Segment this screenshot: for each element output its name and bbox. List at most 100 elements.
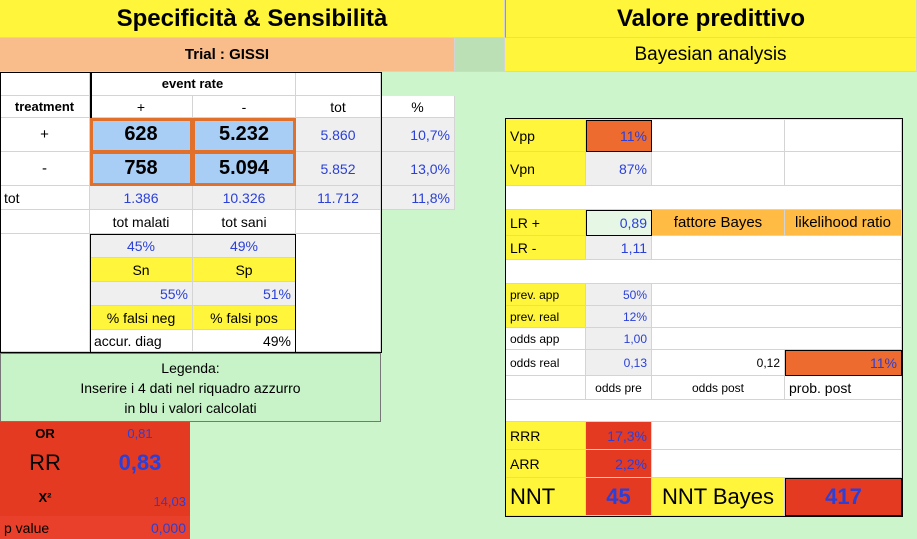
- odds-app-label: odds app: [506, 328, 586, 350]
- input-b[interactable]: 5.232: [193, 118, 296, 152]
- sp-label: Sp: [193, 258, 296, 282]
- right-title: Valore predittivo: [505, 0, 917, 38]
- arr-label: ARR: [506, 450, 586, 478]
- empty-cell: [0, 234, 90, 352]
- prev-app-label: prev. app: [506, 284, 586, 306]
- accur-value: 49%: [193, 330, 296, 352]
- prob-post-label: prob. post: [785, 376, 902, 400]
- empty-cell: [652, 450, 902, 478]
- nnt-bayes-label: NNT Bayes: [652, 478, 785, 516]
- treatment-header: treatment: [0, 96, 90, 118]
- empty-cell: [0, 72, 90, 96]
- empty-cell: [652, 328, 902, 350]
- legend-line1: Inserire i 4 dati nel riquadro azzurro: [80, 379, 301, 396]
- falsi-pos-value: 51%: [193, 282, 296, 306]
- minus-header: -: [193, 96, 296, 118]
- input-d[interactable]: 5.094: [193, 152, 296, 186]
- input-c[interactable]: 758: [90, 152, 193, 186]
- lr-minus-label: LR -: [506, 236, 586, 260]
- p-value-label: p value: [0, 516, 90, 539]
- percent-header: %: [381, 96, 455, 118]
- rrr-label: RRR: [506, 422, 586, 450]
- row-tot-b: 10.326: [193, 186, 296, 210]
- row-tot-pct: 11,8%: [381, 186, 455, 210]
- odds-real-label: odds real: [506, 350, 586, 376]
- empty-cell: [652, 152, 785, 186]
- empty-cell: [296, 234, 381, 352]
- prev-app-value: 50%: [586, 284, 652, 306]
- row-tot-label: tot: [0, 186, 90, 210]
- legend-box: Legenda: Inserire i 4 dati nel riquadro …: [0, 353, 381, 422]
- empty-row: [506, 260, 902, 284]
- vpp-value: 11%: [586, 120, 652, 152]
- sp-value: 49%: [193, 234, 296, 258]
- legend-title: Legenda:: [161, 359, 220, 376]
- rrr-value: 17,3%: [586, 422, 652, 450]
- empty-cell: [296, 210, 381, 234]
- empty-cell: [652, 284, 902, 306]
- p-value: 0,000: [90, 516, 190, 539]
- empty-cell: [506, 376, 586, 400]
- or-value: 0,81: [127, 425, 153, 441]
- odds-real-value: 0,13: [586, 350, 652, 376]
- vpn-label: Vpn: [506, 152, 586, 186]
- or-label: OR: [35, 425, 55, 441]
- empty-cell: [785, 152, 902, 186]
- plus-header: +: [90, 96, 193, 118]
- input-a[interactable]: 628: [90, 118, 193, 152]
- row-plus-tot: 5.860: [296, 118, 381, 152]
- tot-header: tot: [296, 96, 381, 118]
- prob-post-value: 11%: [785, 350, 902, 376]
- prev-real-value: 12%: [586, 306, 652, 328]
- odds-app-value: 1,00: [586, 328, 652, 350]
- empty-cell: [0, 210, 90, 234]
- accur-label: accur. diag: [90, 330, 193, 352]
- trial-label: Trial : GISSI: [0, 38, 455, 72]
- lr-plus-label: LR +: [506, 210, 586, 236]
- empty-row: [506, 186, 902, 210]
- tot-malati-label: tot malati: [90, 210, 193, 234]
- chi-label: X²: [38, 489, 52, 505]
- empty-cell: [296, 72, 381, 96]
- nnt-label: NNT: [506, 478, 586, 516]
- arr-value: 2,2%: [586, 450, 652, 478]
- left-title: Specificità & Sensibilità: [0, 0, 505, 38]
- sn-value: 45%: [90, 234, 193, 258]
- empty-row: [506, 400, 902, 422]
- tot-sani-label: tot sani: [193, 210, 296, 234]
- odds-post-label: odds post: [652, 376, 785, 400]
- likelihood-ratio-label: likelihood ratio: [785, 210, 902, 236]
- row-minus-pct: 13,0%: [381, 152, 455, 186]
- empty-cell: [785, 120, 902, 152]
- fattore-bayes-label: fattore Bayes: [652, 210, 785, 236]
- trial-spacer: [455, 38, 505, 72]
- nnt-bayes-value: 417: [785, 478, 902, 516]
- bayesian-label: Bayesian analysis: [505, 38, 917, 72]
- vpn-value: 87%: [586, 152, 652, 186]
- empty-cell: [652, 306, 902, 328]
- event-rate-header: event rate: [90, 72, 296, 96]
- row-minus-label: -: [0, 152, 90, 186]
- row-minus-tot: 5.852: [296, 152, 381, 186]
- row-plus-pct: 10,7%: [381, 118, 455, 152]
- falsi-neg-label: % falsi neg: [90, 306, 193, 330]
- nnt-value: 45: [586, 478, 652, 516]
- prev-real-label: prev. real: [506, 306, 586, 328]
- empty-cell: [652, 236, 902, 260]
- row-tot-a: 1.386: [90, 186, 193, 210]
- empty-cell: [652, 120, 785, 152]
- lr-minus-value: 1,11: [586, 236, 652, 260]
- rr-label: RR: [29, 450, 61, 475]
- row-plus-label: +: [0, 118, 90, 152]
- odds-post-value: 0,12: [652, 350, 785, 376]
- row-tot-total: 11.712: [296, 186, 381, 210]
- empty-cell: [652, 422, 902, 450]
- odds-pre-label: odds pre: [586, 376, 652, 400]
- vpp-label: Vpp: [506, 120, 586, 152]
- legend-line2: in blu i valori calcolati: [124, 399, 257, 416]
- falsi-neg-value: 55%: [90, 282, 193, 306]
- chi-value: 14,03: [153, 493, 186, 509]
- lr-plus-value: 0,89: [586, 210, 652, 236]
- sn-label: Sn: [90, 258, 193, 282]
- falsi-pos-label: % falsi pos: [193, 306, 296, 330]
